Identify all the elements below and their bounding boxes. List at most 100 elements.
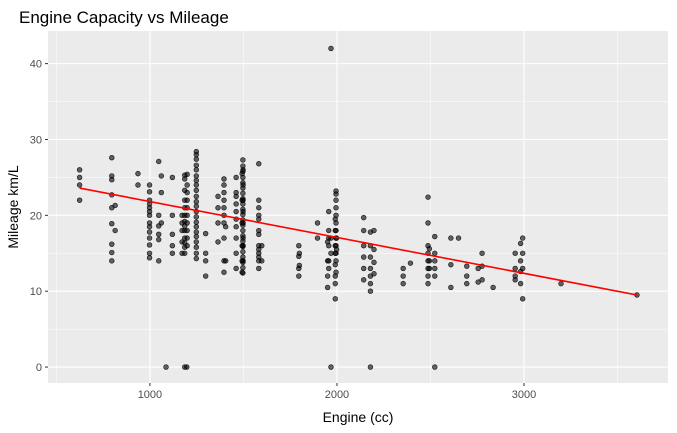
y-tick-label: 30 xyxy=(30,134,42,146)
data-point xyxy=(361,214,367,221)
data-point xyxy=(146,250,153,256)
data-point xyxy=(479,277,485,283)
data-point xyxy=(367,254,374,260)
data-point xyxy=(76,197,83,203)
data-point xyxy=(400,280,406,287)
data-point xyxy=(146,189,153,195)
data-point xyxy=(184,182,190,188)
data-point xyxy=(193,182,200,188)
data-point xyxy=(333,212,339,219)
data-point xyxy=(193,167,200,173)
data-point xyxy=(233,174,239,181)
data-point xyxy=(156,231,162,238)
x-axis: 1000 2000 3000 xyxy=(138,383,536,401)
data-point xyxy=(158,173,165,179)
data-point xyxy=(361,265,367,272)
data-point xyxy=(558,280,564,287)
data-point xyxy=(296,242,302,249)
data-point xyxy=(182,250,188,256)
data-point xyxy=(367,280,374,287)
data-point xyxy=(333,246,340,253)
data-point xyxy=(184,242,190,249)
data-point xyxy=(479,250,485,256)
data-point xyxy=(512,250,518,256)
data-point xyxy=(240,249,246,255)
data-point xyxy=(328,45,334,52)
data-point xyxy=(464,273,470,279)
data-point xyxy=(221,176,227,182)
data-point xyxy=(221,235,227,241)
data-point xyxy=(517,258,524,264)
x-tick-label: 1000 xyxy=(138,389,162,401)
data-point xyxy=(326,265,332,272)
data-point xyxy=(215,193,221,200)
data-point xyxy=(256,197,262,203)
data-point xyxy=(367,364,374,370)
data-point xyxy=(517,280,524,287)
data-point xyxy=(233,193,239,200)
data-point xyxy=(333,227,339,234)
data-point xyxy=(169,242,176,249)
data-point xyxy=(193,244,200,250)
data-point xyxy=(517,240,524,247)
data-point xyxy=(314,220,321,226)
data-point xyxy=(221,269,227,275)
data-point xyxy=(519,235,526,241)
data-point xyxy=(361,242,367,249)
data-point xyxy=(233,235,239,241)
data-point xyxy=(109,241,115,247)
data-point xyxy=(326,208,332,215)
data-point xyxy=(324,273,331,279)
data-point xyxy=(256,265,262,272)
data-point xyxy=(256,231,262,238)
data-point xyxy=(240,174,246,181)
data-point xyxy=(326,258,332,264)
data-point xyxy=(202,258,209,264)
data-point xyxy=(169,212,176,219)
data-point xyxy=(193,239,200,245)
data-point xyxy=(432,233,438,240)
data-point xyxy=(109,154,115,161)
data-point xyxy=(193,193,200,200)
data-point xyxy=(221,182,227,188)
y-tick-label: 20 xyxy=(30,210,42,222)
data-point xyxy=(233,265,239,272)
data-point xyxy=(296,250,303,256)
data-point xyxy=(240,242,246,249)
data-point xyxy=(182,176,188,182)
data-point xyxy=(256,205,262,211)
data-point xyxy=(326,227,332,234)
data-point xyxy=(425,220,431,226)
data-point xyxy=(464,280,470,287)
data-point xyxy=(326,242,332,249)
y-axis: 0 10 20 30 40 xyxy=(30,59,48,374)
data-point xyxy=(332,280,338,287)
data-point xyxy=(146,255,153,261)
data-point xyxy=(215,239,221,245)
data-point xyxy=(146,224,153,230)
data-point xyxy=(193,198,200,205)
data-point xyxy=(519,250,526,256)
data-point xyxy=(425,194,431,200)
data-point xyxy=(156,236,162,243)
data-point xyxy=(240,197,246,203)
data-point xyxy=(464,263,470,269)
data-point xyxy=(193,224,200,230)
data-point xyxy=(448,284,454,291)
data-point xyxy=(371,271,377,277)
data-point xyxy=(193,151,200,158)
trend-line xyxy=(79,187,638,296)
data-point xyxy=(361,254,367,260)
data-point xyxy=(76,167,83,173)
data-point xyxy=(367,288,374,294)
data-point xyxy=(169,250,176,256)
data-point xyxy=(184,212,190,219)
data-point xyxy=(240,227,246,234)
plot-panel xyxy=(48,31,668,383)
x-tick-label: 3000 xyxy=(512,389,536,401)
data-point xyxy=(519,265,526,272)
data-point xyxy=(135,170,141,177)
data-point xyxy=(221,205,227,211)
data-point xyxy=(240,220,246,226)
data-point xyxy=(193,177,200,184)
